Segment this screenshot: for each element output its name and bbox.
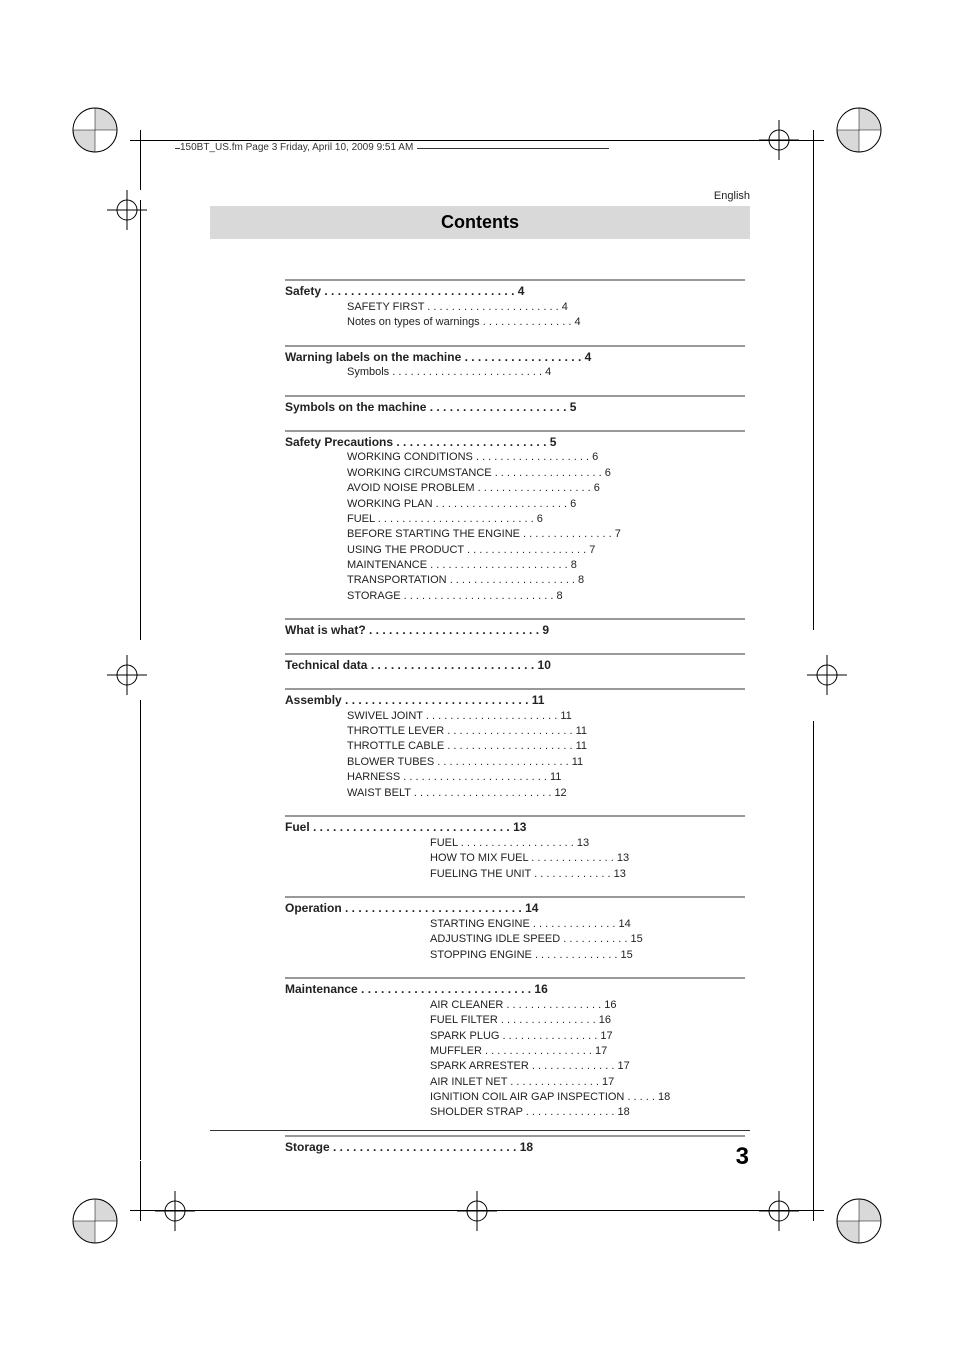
table-of-contents: Safety . . . . . . . . . . . . . . . . .… — [285, 279, 745, 1156]
toc-section-title: Operation . . . . . . . . . . . . . . . … — [285, 900, 745, 917]
toc-entry: MAINTENANCE . . . . . . . . . . . . . . … — [285, 558, 745, 573]
toc-section: Safety . . . . . . . . . . . . . . . . .… — [285, 279, 745, 331]
page-content: English Contents Safety . . . . . . . . … — [210, 190, 750, 1170]
toc-section-title: Safety Precautions . . . . . . . . . . .… — [285, 434, 745, 451]
toc-entry: TRANSPORTATION . . . . . . . . . . . . .… — [285, 573, 745, 588]
registration-mark-icon — [834, 105, 884, 155]
crop-line — [140, 1161, 141, 1221]
toc-entry: SWIVEL JOINT . . . . . . . . . . . . . .… — [285, 709, 745, 724]
registration-mark-icon — [70, 1196, 120, 1246]
toc-entry: STOPPING ENGINE . . . . . . . . . . . . … — [285, 948, 745, 963]
toc-entry: USING THE PRODUCT . . . . . . . . . . . … — [285, 543, 745, 558]
crosshair-icon — [807, 655, 847, 695]
crosshair-icon — [107, 190, 147, 230]
language-label: English — [210, 190, 750, 202]
title-bar: Contents — [210, 206, 750, 239]
toc-entry: AIR INLET NET . . . . . . . . . . . . . … — [285, 1075, 745, 1090]
toc-section: Safety Precautions . . . . . . . . . . .… — [285, 430, 745, 605]
toc-entry: STARTING ENGINE . . . . . . . . . . . . … — [285, 917, 745, 932]
toc-section-title: Safety . . . . . . . . . . . . . . . . .… — [285, 283, 745, 300]
toc-entry: WORKING PLAN . . . . . . . . . . . . . .… — [285, 497, 745, 512]
toc-entry: FUEL FILTER . . . . . . . . . . . . . . … — [285, 1013, 745, 1028]
toc-section: Maintenance . . . . . . . . . . . . . . … — [285, 977, 745, 1121]
toc-section-title: Maintenance . . . . . . . . . . . . . . … — [285, 981, 745, 998]
toc-entry: STORAGE . . . . . . . . . . . . . . . . … — [285, 589, 745, 604]
toc-entry: SHOLDER STRAP . . . . . . . . . . . . . … — [285, 1105, 745, 1120]
toc-entry: WORKING CIRCUMSTANCE . . . . . . . . . .… — [285, 466, 745, 481]
toc-entry: WAIST BELT . . . . . . . . . . . . . . .… — [285, 786, 745, 801]
toc-entry: ADJUSTING IDLE SPEED . . . . . . . . . .… — [285, 932, 745, 947]
toc-entry: THROTTLE CABLE . . . . . . . . . . . . .… — [285, 739, 745, 754]
toc-section: Warning labels on the machine . . . . . … — [285, 345, 745, 381]
toc-section: Fuel . . . . . . . . . . . . . . . . . .… — [285, 815, 745, 882]
toc-section-title: Storage . . . . . . . . . . . . . . . . … — [285, 1139, 745, 1156]
crosshair-icon — [107, 655, 147, 695]
toc-entry: AIR CLEANER . . . . . . . . . . . . . . … — [285, 998, 745, 1013]
toc-entry: MUFFLER . . . . . . . . . . . . . . . . … — [285, 1044, 745, 1059]
toc-section-title: Assembly . . . . . . . . . . . . . . . .… — [285, 692, 745, 709]
toc-section-title: Fuel . . . . . . . . . . . . . . . . . .… — [285, 819, 745, 836]
crosshair-icon — [457, 1191, 497, 1231]
toc-entry: HOW TO MIX FUEL . . . . . . . . . . . . … — [285, 851, 745, 866]
registration-mark-icon — [70, 105, 120, 155]
crop-line — [130, 1210, 824, 1211]
crosshair-icon — [155, 1191, 195, 1231]
page-number: 3 — [736, 1143, 749, 1171]
crop-line — [130, 140, 824, 141]
toc-entry: WORKING CONDITIONS . . . . . . . . . . .… — [285, 450, 745, 465]
toc-section: Technical data . . . . . . . . . . . . .… — [285, 653, 745, 674]
toc-entry: AVOID NOISE PROBLEM . . . . . . . . . . … — [285, 481, 745, 496]
crop-line — [140, 700, 141, 1160]
crop-line — [813, 721, 814, 1221]
toc-entry: IGNITION COIL AIR GAP INSPECTION . . . .… — [285, 1090, 745, 1105]
toc-section: What is what? . . . . . . . . . . . . . … — [285, 618, 745, 639]
crop-line — [813, 130, 814, 630]
toc-section-title: Warning labels on the machine . . . . . … — [285, 349, 745, 366]
crop-line — [140, 200, 141, 640]
toc-entry: Symbols . . . . . . . . . . . . . . . . … — [285, 365, 745, 380]
toc-entry: SPARK ARRESTER . . . . . . . . . . . . .… — [285, 1059, 745, 1074]
toc-entry: FUEL . . . . . . . . . . . . . . . . . .… — [285, 512, 745, 527]
footer-rule — [210, 1130, 750, 1131]
registration-mark-icon — [834, 1196, 884, 1246]
crosshair-icon — [759, 1191, 799, 1231]
toc-entry: THROTTLE LEVER . . . . . . . . . . . . .… — [285, 724, 745, 739]
toc-section: Operation . . . . . . . . . . . . . . . … — [285, 896, 745, 963]
toc-entry: FUELING THE UNIT . . . . . . . . . . . .… — [285, 867, 745, 882]
toc-entry: SPARK PLUG . . . . . . . . . . . . . . .… — [285, 1029, 745, 1044]
toc-section-title: Technical data . . . . . . . . . . . . .… — [285, 657, 745, 674]
page-title: Contents — [210, 212, 750, 233]
toc-entry: Notes on types of warnings . . . . . . .… — [285, 315, 745, 330]
toc-section-title: Symbols on the machine . . . . . . . . .… — [285, 399, 745, 416]
toc-section: Assembly . . . . . . . . . . . . . . . .… — [285, 688, 745, 801]
header-doc-info: 150BT_US.fm Page 3 Friday, April 10, 200… — [180, 142, 417, 153]
toc-section: Symbols on the machine . . . . . . . . .… — [285, 395, 745, 416]
toc-entry: FUEL . . . . . . . . . . . . . . . . . .… — [285, 836, 745, 851]
crop-line — [140, 130, 141, 190]
toc-section: Storage . . . . . . . . . . . . . . . . … — [285, 1135, 745, 1156]
toc-entry: SAFETY FIRST . . . . . . . . . . . . . .… — [285, 300, 745, 315]
toc-section-title: What is what? . . . . . . . . . . . . . … — [285, 622, 745, 639]
toc-entry: BEFORE STARTING THE ENGINE . . . . . . .… — [285, 527, 745, 542]
toc-entry: BLOWER TUBES . . . . . . . . . . . . . .… — [285, 755, 745, 770]
toc-entry: HARNESS . . . . . . . . . . . . . . . . … — [285, 770, 745, 785]
